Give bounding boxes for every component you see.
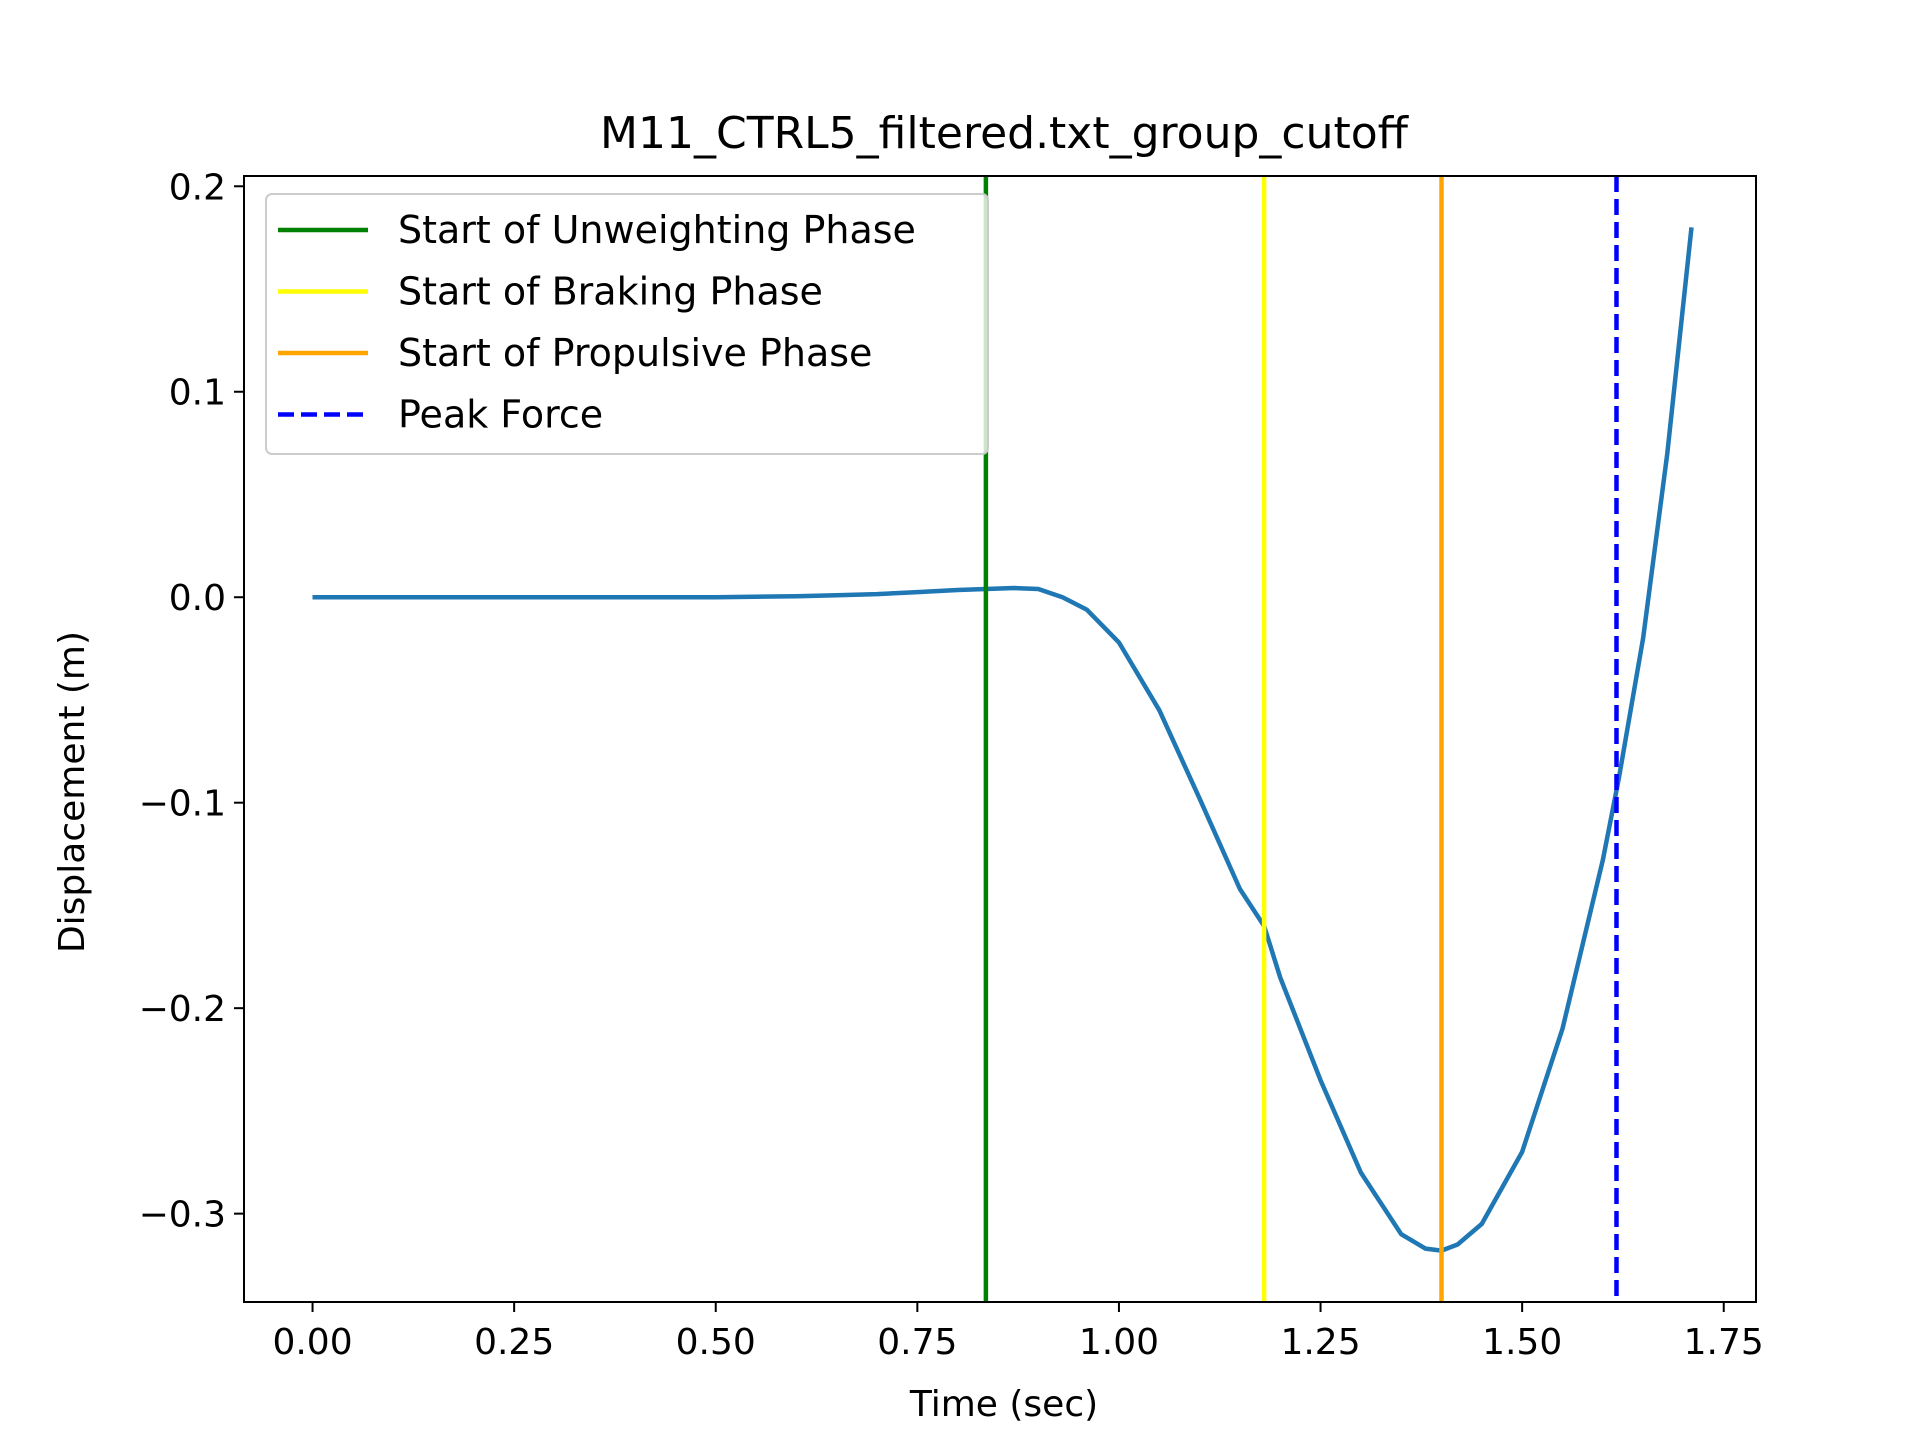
y-tick-label: −0.1 [139,784,226,825]
x-tick-label: 1.75 [1684,1322,1764,1363]
y-tick-label: −0.3 [139,1195,226,1236]
legend-label-start-of-braking-phase: Start of Braking Phase [398,270,823,314]
legend-box [265,193,989,455]
legend-label-peak-force: Peak Force [398,393,603,437]
y-tick-label: 0.1 [169,373,226,414]
plot-frame [243,175,1757,1303]
x-axis-label: Time (sec) [909,1384,1098,1425]
series-line-0 [312,227,1694,1253]
x-axis: 0.00 0.25 0.50 0.75 1.00 1.25 1.50 1.75 [272,1302,1764,1363]
y-tick-label: 0.2 [169,167,226,208]
x-tick-label: 0.75 [877,1322,957,1363]
legend-label-start-of-propulsive-phase: Start of Propulsive Phase [398,331,872,375]
x-tick-label: 0.50 [676,1322,756,1363]
legend: Start of Unweighting Phase Start of Braki… [265,193,989,455]
y-axis: 0.2 0.1 0.0 −0.1 −0.2 −0.3 [139,167,244,1236]
chart-title: M11_CTRL5_filtered.txt_group_cutoff [600,108,1410,159]
x-tick-label: 1.00 [1079,1322,1159,1363]
x-tick-label: 1.50 [1482,1322,1562,1363]
legend-label-start-of-unweighting-phase: Start of Unweighting Phase [398,208,916,252]
x-tick-label: 0.25 [474,1322,554,1363]
x-tick-label: 1.25 [1280,1322,1360,1363]
x-tick-label: 0.00 [272,1322,352,1363]
y-tick-label: −0.2 [139,989,226,1030]
y-tick-label: 0.0 [169,578,226,619]
y-axis-label: Displacement (m) [52,631,93,953]
